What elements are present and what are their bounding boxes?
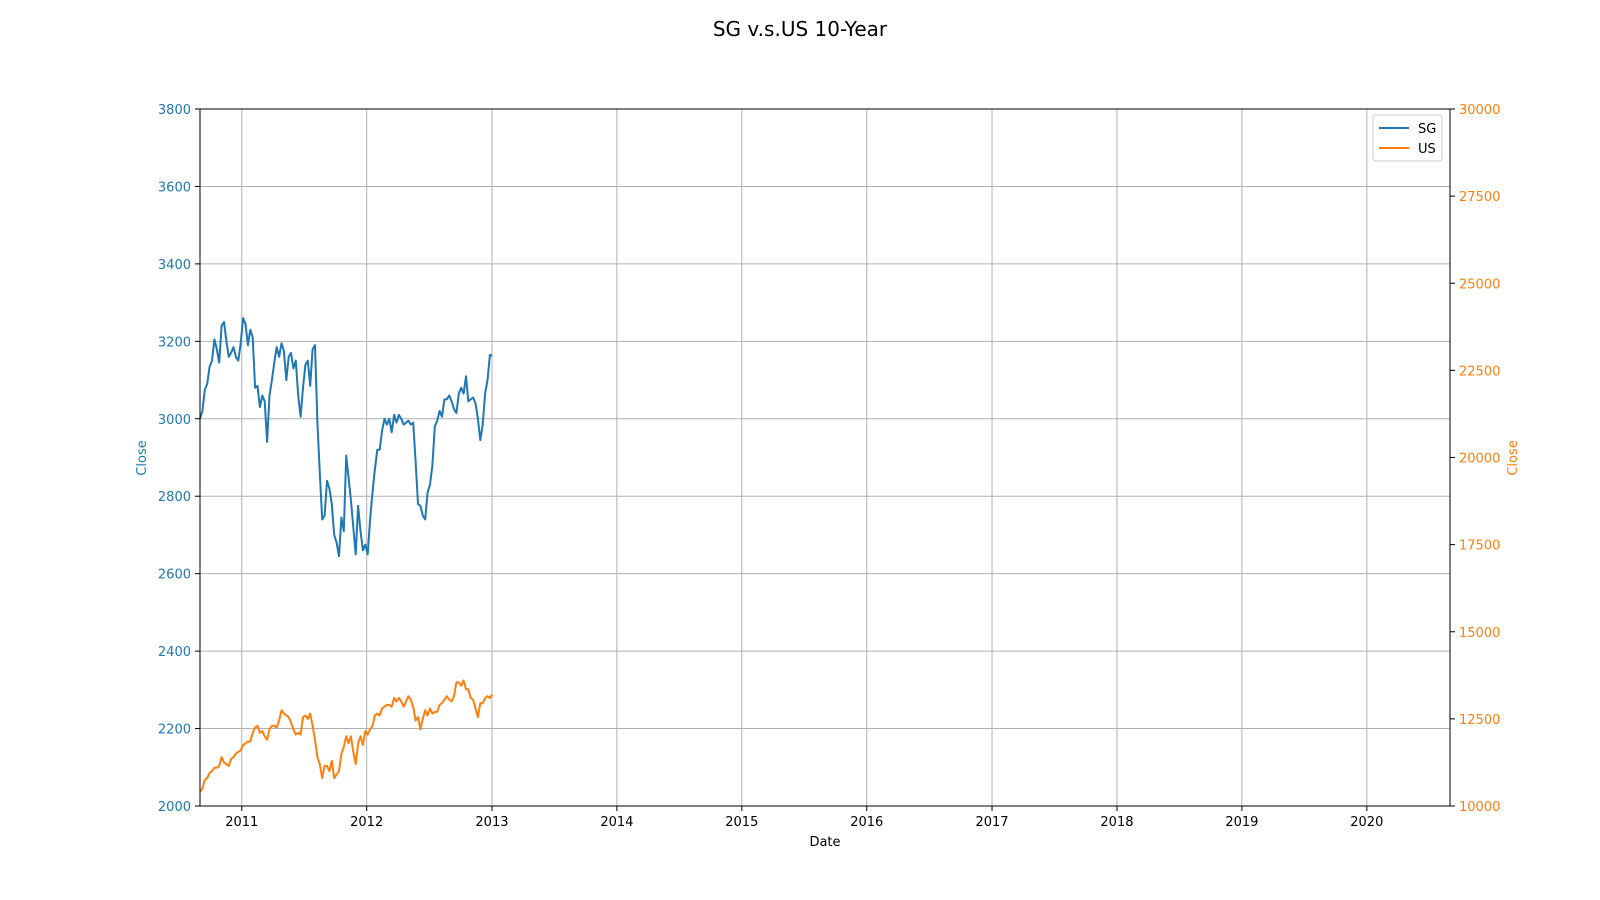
legend: SG US xyxy=(1372,114,1443,162)
x-tick-label: 2018 xyxy=(1100,815,1133,830)
legend-box xyxy=(1372,114,1443,162)
x-tick-label: 2017 xyxy=(975,815,1008,830)
y-right-tick-label: 17500 xyxy=(1459,539,1500,554)
y-left-tick-label: 2400 xyxy=(158,645,191,660)
y-left-tick-label: 2200 xyxy=(158,723,191,738)
y-axis-left: 2000 2200 2400 2600 2800 3000 3200 3400 3600 3800 xyxy=(158,103,200,815)
y-right-tick-label: 15000 xyxy=(1459,626,1500,641)
y-left-tick-label: 2000 xyxy=(158,800,191,815)
y-right-tick-label: 20000 xyxy=(1459,452,1500,467)
x-tick-label: 2012 xyxy=(350,815,383,830)
y-axis-right-label: Close xyxy=(1506,440,1521,475)
chart-title: SG v.s.US 10-Year xyxy=(713,17,888,41)
x-tick-label: 2013 xyxy=(475,815,508,830)
series-layer xyxy=(199,317,494,793)
y-right-tick-label: 27500 xyxy=(1459,190,1500,205)
x-tick-label: 2019 xyxy=(1225,815,1258,830)
grid-lines xyxy=(200,108,1450,807)
x-tick-label: 2016 xyxy=(850,815,883,830)
y-axis-right: 10000 12500 15000 17500 20000 22500 25000 27500… xyxy=(1450,103,1500,815)
y-left-tick-label: 3200 xyxy=(158,335,191,350)
y-right-tick-label: 12500 xyxy=(1459,713,1500,728)
x-axis-label: Date xyxy=(809,835,840,850)
y-axis-left-label: Close xyxy=(135,440,150,475)
y-right-tick-label: 22500 xyxy=(1459,364,1500,379)
y-left-tick-label: 3400 xyxy=(158,258,191,273)
y-right-tick-label: 10000 xyxy=(1459,800,1500,815)
series-line-sg xyxy=(199,317,493,558)
plot-frame xyxy=(199,108,1451,807)
y-right-tick-label: 30000 xyxy=(1459,103,1500,118)
series-line-us xyxy=(199,679,494,793)
x-axis: 2011 2012 2013 2014 2015 2016 2017 2018 2019 2020 xyxy=(225,806,1383,830)
legend-label-sg: SG xyxy=(1418,122,1436,137)
y-left-tick-label: 2600 xyxy=(158,568,191,583)
y-right-tick-label: 25000 xyxy=(1459,277,1500,292)
x-tick-label: 2014 xyxy=(600,815,633,830)
x-tick-label: 2020 xyxy=(1350,815,1383,830)
x-tick-label: 2011 xyxy=(225,815,258,830)
y-left-tick-label: 3800 xyxy=(158,103,191,118)
y-left-tick-label: 3600 xyxy=(158,180,191,195)
x-tick-label: 2015 xyxy=(725,815,758,830)
y-left-tick-label: 2800 xyxy=(158,490,191,505)
legend-label-us: US xyxy=(1418,142,1436,157)
y-left-tick-label: 3000 xyxy=(158,413,191,428)
